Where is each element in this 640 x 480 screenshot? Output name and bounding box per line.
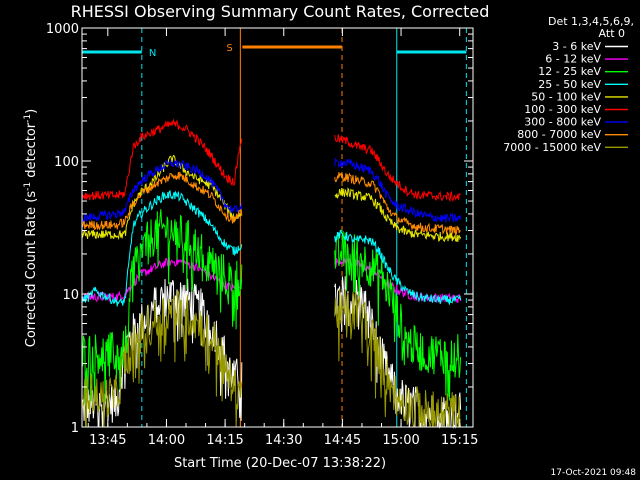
y-tick-label: 100 [54, 155, 79, 170]
legend-header-line-1: Det 1,3,4,5,6,9, [548, 15, 634, 28]
x-tick-label: 14:30 [265, 433, 302, 448]
y-axis-label: Corrected Count Rate (s-1 detector-1) [23, 109, 39, 347]
y-tick-label: 10 [62, 288, 79, 303]
series-layer [81, 118, 462, 429]
x-tick-label: 14:15 [206, 433, 243, 448]
x-tick-label: 15:15 [441, 433, 478, 448]
series-line-7 [81, 171, 461, 237]
series-line-5 [81, 118, 461, 203]
plot-frame [81, 27, 474, 428]
saa-marker-label: S [226, 43, 232, 54]
legend-label: 50 - 100 keV [531, 90, 601, 103]
x-tick-label: 14:00 [148, 433, 185, 448]
legend-label: 3 - 6 keV [552, 40, 601, 53]
series-line-8 [81, 288, 462, 428]
x-axis-label: Start Time (20-Dec-07 13:38:22) [174, 456, 386, 471]
y-tick-label: 1 [71, 421, 79, 436]
axes: 13:45 14:00 14:15 14:30 14:45 15:00 15:15 1 10 10… [46, 22, 479, 448]
legend-label: 6 - 12 keV [545, 53, 601, 66]
series-line-3 [81, 189, 462, 307]
legend-header-line-2: Att 0 [599, 27, 625, 40]
series-line-2 [81, 209, 462, 406]
legend-label: 100 - 300 keV [524, 103, 601, 116]
legend-label: 12 - 25 keV [538, 65, 601, 78]
chart-title: RHESSI Observing Summary Count Rates, Co… [71, 2, 490, 21]
date-stamp: 17-Oct-2021 09:48 [551, 468, 637, 478]
x-tick-label: 15:00 [382, 433, 419, 448]
series-line-6 [81, 157, 462, 223]
x-tick-label: 13:45 [89, 433, 126, 448]
x-tick-label: 14:45 [324, 433, 361, 448]
legend-label: 7000 - 15000 keV [503, 141, 601, 154]
legend-label: 25 - 50 keV [538, 78, 601, 91]
y-tick-label: 1000 [46, 22, 79, 37]
legend-label: 800 - 7000 keV [517, 128, 601, 141]
legend-label: 300 - 800 keV [524, 116, 601, 129]
night-marker-label: N [149, 48, 156, 59]
